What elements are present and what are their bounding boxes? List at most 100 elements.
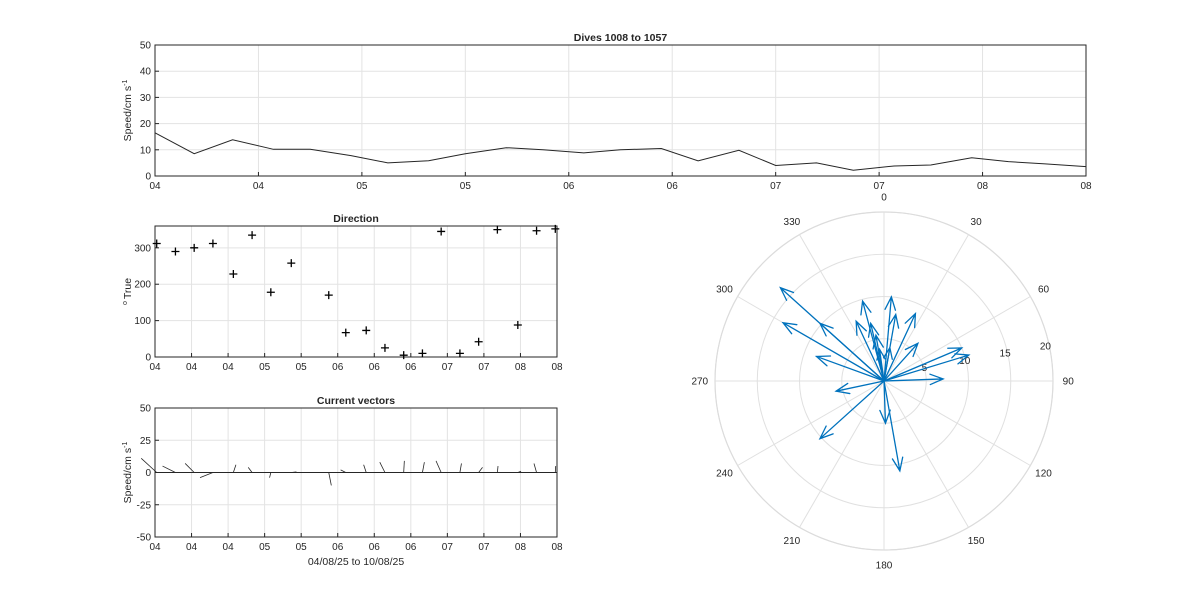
polar-angle-label: 240 xyxy=(716,469,733,480)
polar-angle-label: 150 xyxy=(968,536,985,547)
x-tick-label: 06 xyxy=(369,362,381,373)
direction-marker xyxy=(493,225,502,234)
current-vector-stick xyxy=(232,464,237,473)
x-tick-label: 06 xyxy=(332,542,344,553)
direction-marker xyxy=(380,343,389,352)
direction-marker xyxy=(362,326,371,335)
x-tick-label: 05 xyxy=(356,181,368,192)
y-tick-label: 50 xyxy=(140,404,152,415)
y-tick-label: 25 xyxy=(140,436,152,447)
current-vectors-chart: -50 -25 0 25 50 04 04 04 05 05 06 06 06 07 07 08 08 Curre… xyxy=(122,395,563,568)
polar-angle-label: 30 xyxy=(971,217,983,228)
polar-spoke xyxy=(883,234,969,382)
y-axis-label: Speed/cm s-1 xyxy=(122,80,134,142)
y-tick-label: 0 xyxy=(145,172,151,183)
polar-vector-arrow xyxy=(818,380,885,440)
polar-vector-arrow xyxy=(883,342,920,382)
current-vector-stick xyxy=(340,469,346,473)
polar-vector-arrow xyxy=(818,322,885,382)
current-vector-stick xyxy=(269,472,272,478)
y-tick-label: 200 xyxy=(134,280,151,291)
direction-chart: 0 100 200 300 04 04 04 05 05 06 06 06 07 07 08 08 Direct… xyxy=(122,213,563,373)
chart-title: Current vectors xyxy=(317,395,395,407)
polar-angle-label: 0 xyxy=(881,192,887,203)
direction-marker xyxy=(248,231,257,240)
chart-title: Dives 1008 to 1057 xyxy=(574,32,668,44)
current-vector-stick xyxy=(140,458,157,473)
polar-spoke xyxy=(883,380,969,528)
speed-chart: 0 10 20 30 40 50 04 04 05 05 06 06 07 07 08 08 Dives 100… xyxy=(122,32,1092,192)
x-tick-label: 08 xyxy=(515,542,527,553)
direction-marker xyxy=(551,224,560,233)
direction-marker xyxy=(474,337,483,346)
current-vector-stick xyxy=(435,460,442,473)
y-axis-label-text: Speed/cm s xyxy=(122,448,134,503)
y-axis-label: Speed/cm s-1 xyxy=(122,442,134,504)
x-tick-label: 08 xyxy=(1080,181,1092,192)
direction-marker xyxy=(208,239,217,248)
y-tick-label: 0 xyxy=(145,468,151,479)
current-vector-stick xyxy=(403,460,405,473)
direction-marker xyxy=(266,288,275,297)
x-tick-label: 04 xyxy=(149,362,161,373)
polar-vector-arrow xyxy=(834,380,885,395)
x-tick-label: 06 xyxy=(332,362,344,373)
x-tick-label: 04 xyxy=(186,362,198,373)
x-tick-label: 07 xyxy=(874,181,886,192)
polar-vector-arrow xyxy=(781,321,885,382)
polar-vector-arrow xyxy=(867,321,885,382)
polar-vector-arrow xyxy=(876,347,886,382)
x-tick-label: 07 xyxy=(478,362,490,373)
y-axis-label: o True xyxy=(122,278,134,305)
direction-marker xyxy=(532,226,541,235)
direction-marker xyxy=(341,328,350,337)
y-tick-label: 10 xyxy=(140,145,152,156)
x-tick-label: 04 xyxy=(149,542,161,553)
x-tick-label: 07 xyxy=(442,362,454,373)
x-tick-label: 08 xyxy=(515,362,527,373)
polar-radius-label: 10 xyxy=(959,356,971,367)
polar-spoke xyxy=(799,380,885,528)
current-vector-stick xyxy=(422,462,425,473)
polar-vector-arrow xyxy=(882,345,893,382)
polar-vector-arrow xyxy=(883,373,945,386)
y-tick-label: 50 xyxy=(140,41,152,52)
x-tick-label: 06 xyxy=(405,542,417,553)
y-tick-label: 300 xyxy=(134,243,151,254)
polar-vector-arrow xyxy=(855,319,885,382)
x-tick-label: 05 xyxy=(259,542,271,553)
direction-marker xyxy=(190,243,199,252)
y-axis-label-superscript: -1 xyxy=(122,80,129,86)
polar-angle-label: 60 xyxy=(1038,284,1050,295)
current-vector-stick xyxy=(291,471,297,473)
y-tick-label: 40 xyxy=(140,67,152,78)
y-tick-label: 20 xyxy=(140,119,152,130)
polar-spoke xyxy=(883,296,1031,382)
current-vector-stick xyxy=(459,463,462,473)
polar-spoke xyxy=(799,234,885,382)
y-tick-label: 100 xyxy=(134,316,151,327)
polar-vector-arrow xyxy=(883,312,917,382)
x-tick-label: 05 xyxy=(460,181,472,192)
x-tick-label: 05 xyxy=(259,362,271,373)
x-tick-label: 08 xyxy=(551,362,563,373)
x-tick-label: 07 xyxy=(770,181,782,192)
current-vector-stick xyxy=(517,470,522,473)
polar-angle-label: 210 xyxy=(784,536,801,547)
polar-radius-label: 20 xyxy=(1040,342,1052,353)
x-axis-label: 04/08/25 to 10/08/25 xyxy=(308,556,404,568)
polar-vector-arrow xyxy=(883,347,964,382)
y-tick-label: -50 xyxy=(137,533,152,544)
direction-marker xyxy=(324,291,333,300)
x-tick-label: 04 xyxy=(253,181,265,192)
current-vector-stick xyxy=(328,472,332,486)
polar-radius-label: 15 xyxy=(1000,349,1012,360)
x-tick-label: 06 xyxy=(563,181,575,192)
speed-series-line xyxy=(154,132,1087,171)
y-tick-label: 30 xyxy=(140,93,152,104)
x-tick-label: 04 xyxy=(149,181,161,192)
current-vector-stick xyxy=(247,467,253,473)
x-tick-label: 07 xyxy=(478,542,490,553)
x-tick-label: 05 xyxy=(296,362,308,373)
